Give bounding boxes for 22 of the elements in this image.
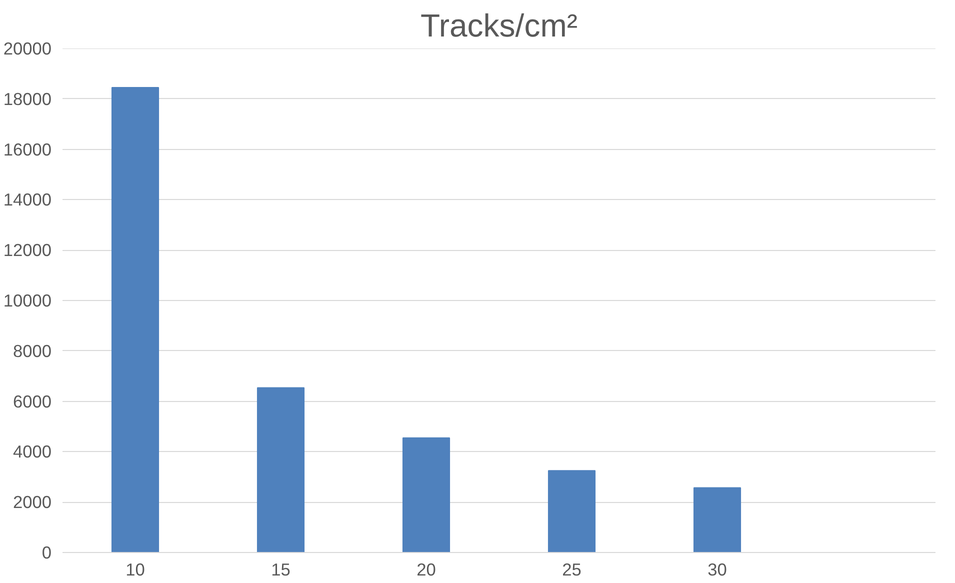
x-tick-label: 20 xyxy=(416,560,436,580)
y-tick-label: 20000 xyxy=(3,38,52,58)
y-tick-label: 18000 xyxy=(3,88,52,109)
y-tick-label: 14000 xyxy=(3,190,52,210)
x-tick-label: 25 xyxy=(562,560,582,580)
x-tick-label: 30 xyxy=(708,560,727,580)
y-tick-label: 8000 xyxy=(12,340,52,361)
y-tick-label: 16000 xyxy=(3,139,52,160)
x-tick-label: 15 xyxy=(271,560,290,580)
y-tick-label: 0 xyxy=(42,542,52,562)
bar xyxy=(693,487,742,552)
chart-title: Tracks/cm² xyxy=(420,8,578,44)
y-tick-label: 6000 xyxy=(12,391,52,412)
bar xyxy=(548,470,596,552)
y-tick-label: 12000 xyxy=(3,240,52,260)
x-tick-label: 10 xyxy=(126,560,145,580)
y-tick-label: 4000 xyxy=(12,442,52,462)
bar xyxy=(256,387,305,552)
bar xyxy=(111,87,160,552)
y-tick-label: 10000 xyxy=(3,290,52,310)
y-tick-label: 2000 xyxy=(12,492,52,512)
bar xyxy=(402,437,450,552)
